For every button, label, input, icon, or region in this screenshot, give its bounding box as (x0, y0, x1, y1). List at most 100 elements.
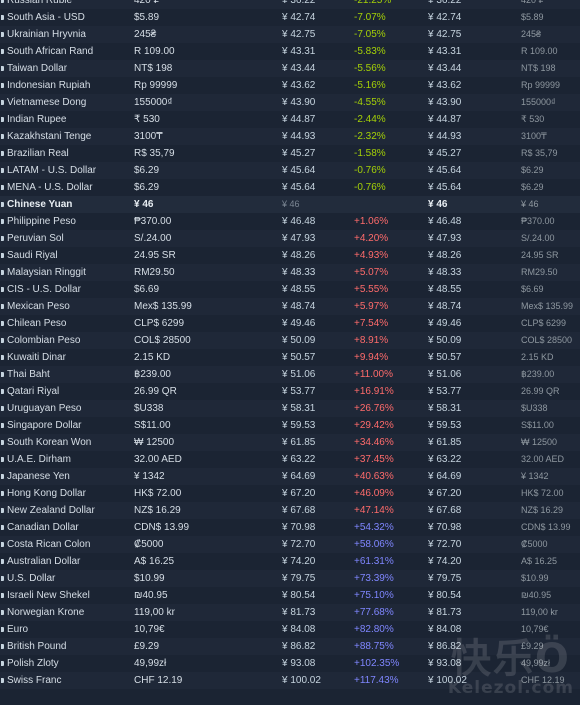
currency-name: South Korean Won (7, 437, 92, 448)
row-marker-icon (0, 43, 4, 60)
table-row[interactable]: Swiss Franc CHF 12.19 ¥ 100.02 +117.43% ¥ 10… (0, 672, 580, 689)
converted-price: ¥ 48.55 (282, 284, 316, 295)
currency-name: Polish Zloty (7, 658, 59, 669)
table-row[interactable]: Thai Baht ฿239.00 ¥ 51.06 +11.00% ¥ 51.06 ฿23… (0, 366, 580, 383)
local-price: ₡5000 (134, 539, 164, 550)
table-row[interactable]: Qatari Riyal 26.99 QR ¥ 53.77 +16.91% ¥ 53.7… (0, 383, 580, 400)
local-price: 245₴ (134, 29, 157, 40)
converted-price: ¥ 44.87 (282, 114, 316, 125)
table-row[interactable]: Kazakhstani Tenge 3100₸ ¥ 44.93 -2.32% ¥ 44.… (0, 128, 580, 145)
table-row[interactable]: Norwegian Krone 119,00 kr ¥ 81.73 +77.68% ¥ … (0, 604, 580, 621)
currency-name: South Asia - USD (7, 12, 85, 23)
table-row[interactable]: Russian Ruble 420 ₽ ¥ 36.22 -21.25% ¥ 36.22 4… (0, 0, 580, 9)
table-row[interactable]: Vietnamese Dong 155000₫ ¥ 43.90 -4.55% ¥ 43.… (0, 94, 580, 111)
local-price-secondary: R 109.00 (521, 46, 558, 56)
row-marker-icon (0, 400, 4, 417)
local-price-secondary: $6.29 (521, 165, 544, 175)
converted-price-secondary: ¥ 48.55 (428, 284, 462, 295)
converted-price: ¥ 50.57 (282, 352, 316, 363)
local-price-secondary: HK$ 72.00 (521, 488, 564, 498)
table-row[interactable]: Peruvian Sol S/.24.00 ¥ 47.93 +4.20% ¥ 47.93… (0, 230, 580, 247)
local-price: Rp 99999 (134, 80, 178, 91)
table-row[interactable]: Indonesian Rupiah Rp 99999 ¥ 43.62 -5.16% ¥ … (0, 77, 580, 94)
table-row[interactable]: CIS - U.S. Dollar $6.69 ¥ 48.55 +5.55% ¥ 48.… (0, 281, 580, 298)
row-marker-icon (0, 94, 4, 111)
table-row[interactable]: Australian Dollar A$ 16.25 ¥ 74.20 +61.31% ¥… (0, 553, 580, 570)
local-price-secondary: A$ 16.25 (521, 556, 558, 566)
local-price: 420 ₽ (134, 0, 160, 6)
row-marker-icon (0, 383, 4, 400)
table-row[interactable]: Singapore Dollar S$11.00 ¥ 59.53 +29.42% ¥ 5… (0, 417, 580, 434)
row-marker-icon (0, 9, 4, 26)
converted-price: ¥ 49.46 (282, 318, 316, 329)
table-row[interactable]: Uruguayan Peso $U338 ¥ 58.31 +26.76% ¥ 58.31… (0, 400, 580, 417)
table-row[interactable]: Taiwan Dollar NT$ 198 ¥ 43.44 -5.56% ¥ 43.44… (0, 60, 580, 77)
converted-price: ¥ 48.26 (282, 250, 316, 261)
table-row[interactable]: Chilean Peso CLP$ 6299 ¥ 49.46 +7.54% ¥ 49.4… (0, 315, 580, 332)
price-difference: +54.32% (354, 522, 394, 533)
table-row[interactable]: Japanese Yen ¥ 1342 ¥ 64.69 +40.63% ¥ 64.69 ¥… (0, 468, 580, 485)
converted-price: ¥ 64.69 (282, 471, 316, 482)
row-marker-icon (0, 162, 4, 179)
table-row[interactable]: U.S. Dollar $10.99 ¥ 79.75 +73.39% ¥ 79.75 $1… (0, 570, 580, 587)
table-row[interactable]: Costa Rican Colon ₡5000 ¥ 72.70 +58.06% ¥ 72… (0, 536, 580, 553)
table-row[interactable]: Kuwaiti Dinar 2.15 KD ¥ 50.57 +9.94% ¥ 50.57… (0, 349, 580, 366)
converted-price-secondary: ¥ 100.02 (428, 675, 467, 686)
local-price: COL$ 28500 (134, 335, 191, 346)
converted-price: ¥ 48.74 (282, 301, 316, 312)
row-marker-icon (0, 417, 4, 434)
table-row[interactable]: South Asia - USD $5.89 ¥ 42.74 -7.07% ¥ 42.7… (0, 9, 580, 26)
price-difference: +88.75% (354, 641, 394, 652)
table-row[interactable]: British Pound £9.29 ¥ 86.82 +88.75% ¥ 86.82 £… (0, 638, 580, 655)
local-price: 2.15 KD (134, 352, 171, 363)
table-row[interactable]: Mexican Peso Mex$ 135.99 ¥ 48.74 +5.97% ¥ 48… (0, 298, 580, 315)
table-row[interactable]: South Korean Won ₩ 12500 ¥ 61.85 +34.46% ¥ 6… (0, 434, 580, 451)
table-row[interactable]: U.A.E. Dirham 32.00 AED ¥ 63.22 +37.45% ¥ 63… (0, 451, 580, 468)
converted-price-secondary: ¥ 80.54 (428, 590, 462, 601)
table-row[interactable]: Hong Kong Dollar HK$ 72.00 ¥ 67.20 +46.09% ¥… (0, 485, 580, 502)
local-price: ₪40.95 (134, 590, 168, 601)
price-difference: +11.00% (354, 369, 394, 380)
table-row[interactable]: Saudi Riyal 24.95 SR ¥ 48.26 +4.93% ¥ 48.26 2… (0, 247, 580, 264)
row-marker-icon (0, 485, 4, 502)
table-row[interactable]: LATAM - U.S. Dollar $6.29 ¥ 45.64 -0.76% ¥ 4… (0, 162, 580, 179)
currency-name: Indonesian Rupiah (7, 80, 91, 91)
table-row[interactable]: Euro 10,79€ ¥ 84.08 +82.80% ¥ 84.08 10,79€ (0, 621, 580, 638)
local-price: NZ$ 16.29 (134, 505, 181, 516)
table-row[interactable]: Malaysian Ringgit RM29.50 ¥ 48.33 +5.07% ¥ 4… (0, 264, 580, 281)
table-row[interactable]: Philippine Peso ₱370.00 ¥ 46.48 +1.06% ¥ 46.… (0, 213, 580, 230)
currency-name: Malaysian Ringgit (7, 267, 86, 278)
table-row[interactable]: Ukrainian Hryvnia 245₴ ¥ 42.75 -7.05% ¥ 42.7… (0, 26, 580, 43)
converted-price-secondary: ¥ 36.22 (428, 0, 462, 6)
converted-price-secondary: ¥ 42.74 (428, 12, 462, 23)
row-marker-icon (0, 230, 4, 247)
row-marker-icon (0, 111, 4, 128)
table-row[interactable]: Colombian Peso COL$ 28500 ¥ 50.09 +8.91% ¥ 5… (0, 332, 580, 349)
table-row[interactable]: South African Rand R 109.00 ¥ 43.31 -5.83% ¥… (0, 43, 580, 60)
converted-price: ¥ 72.70 (282, 539, 316, 550)
table-row[interactable]: Polish Zloty 49,99zł ¥ 93.08 +102.35% ¥ 93.0… (0, 655, 580, 672)
table-row[interactable]: New Zealand Dollar NZ$ 16.29 ¥ 67.68 +47.14… (0, 502, 580, 519)
converted-price: ¥ 80.54 (282, 590, 316, 601)
converted-price: ¥ 84.08 (282, 624, 316, 635)
currency-name: Kazakhstani Tenge (7, 131, 92, 142)
local-price: $6.29 (134, 165, 160, 176)
local-price-secondary: COL$ 28500 (521, 335, 573, 345)
converted-price-secondary: ¥ 63.22 (428, 454, 462, 465)
converted-price-secondary: ¥ 53.77 (428, 386, 462, 397)
converted-price-secondary: ¥ 50.09 (428, 335, 462, 346)
table-row[interactable]: Brazilian Real R$ 35,79 ¥ 45.27 -1.58% ¥ 45.… (0, 145, 580, 162)
table-row[interactable]: Canadian Dollar CDN$ 13.99 ¥ 70.98 +54.32% ¥… (0, 519, 580, 536)
table-row[interactable]: Indian Rupee ₹ 530 ¥ 44.87 -2.44% ¥ 44.87 ₹ 5… (0, 111, 580, 128)
converted-price-secondary: ¥ 67.20 (428, 488, 462, 499)
local-price: 10,79€ (134, 624, 165, 635)
local-price-secondary: ₡5000 (521, 539, 548, 549)
converted-price-secondary: ¥ 44.87 (428, 114, 462, 125)
price-difference: +40.63% (354, 471, 394, 482)
table-row[interactable]: MENA - U.S. Dollar $6.29 ¥ 45.64 -0.76% ¥ 45… (0, 179, 580, 196)
currency-name: Indian Rupee (7, 114, 67, 125)
local-price: CDN$ 13.99 (134, 522, 190, 533)
table-row[interactable]: Chinese Yuan ¥ 46 ¥ 46 ¥ 46 ¥ 46 (0, 196, 580, 213)
local-price-secondary: 32.00 AED (521, 454, 565, 464)
table-row[interactable]: Israeli New Shekel ₪40.95 ¥ 80.54 +75.10% ¥ … (0, 587, 580, 604)
